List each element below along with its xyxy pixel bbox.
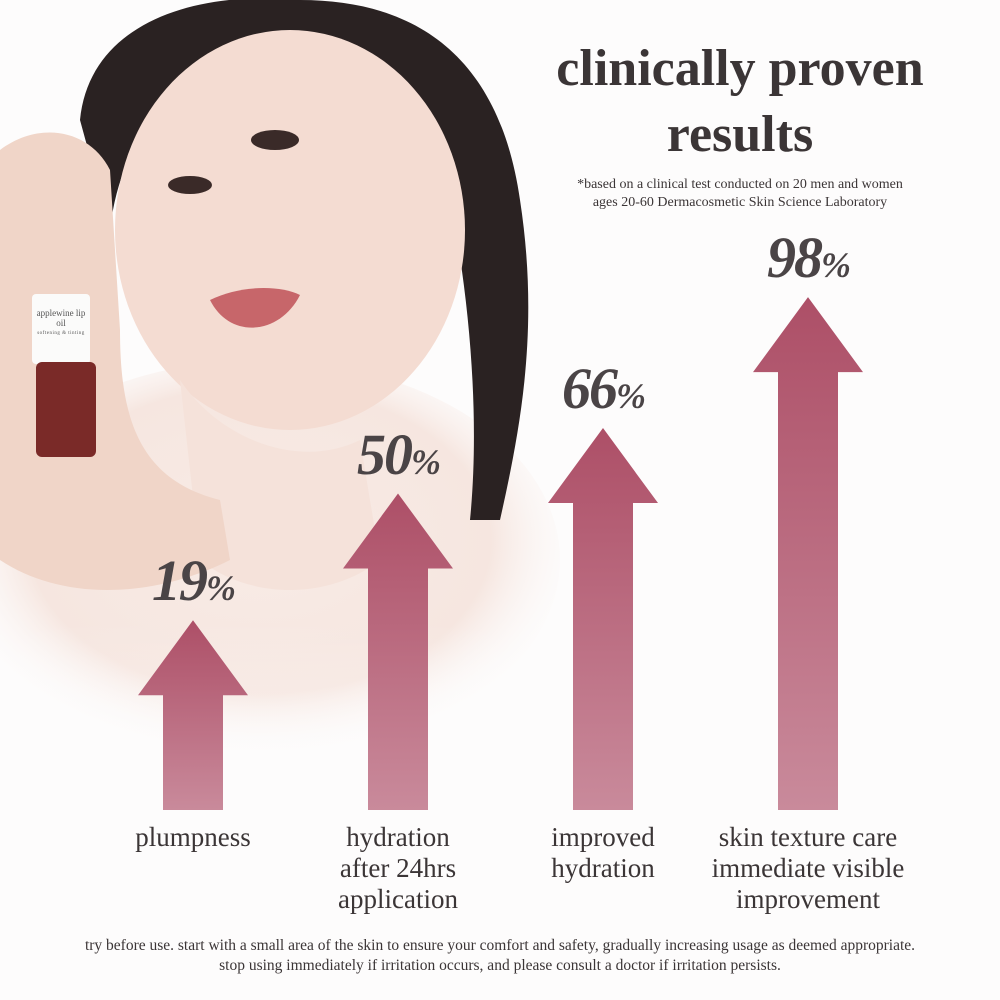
category-label: hydration after 24hrs application: [338, 822, 458, 914]
arrow-bar-4: [753, 297, 863, 810]
value-label: 50%: [318, 422, 478, 495]
category-label: skin texture care immediate visible impr…: [711, 822, 905, 914]
value-number: 98: [767, 225, 823, 291]
disclaimer-line-1: try before use. start with a small area …: [84, 937, 916, 954]
study-note: *based on a clinical test conducted on 2…: [490, 176, 990, 212]
disclaimer-line-2: stop using immediately if irritation occ…: [219, 957, 781, 974]
disclaimer: try before use. start with a small area …: [0, 936, 1000, 976]
study-note-line-2: ages 20-60 Dermacosmetic Skin Science La…: [592, 195, 888, 210]
value-number: 19: [152, 548, 208, 614]
value-label: 66%: [523, 356, 683, 429]
value-number: 66: [562, 356, 618, 422]
value-label: 98%: [728, 225, 888, 298]
product-bottle-label: applewine lip oil softening & tinting: [36, 308, 86, 337]
arrow-bar-1: [138, 620, 248, 810]
study-note-line-1: *based on a clinical test conducted on 2…: [577, 177, 903, 192]
category-label: plumpness: [135, 822, 251, 852]
title-line-1: clinically proven: [556, 40, 924, 97]
arrow-bar-2: [343, 493, 453, 810]
value-label: 19%: [113, 548, 273, 621]
value-unit: %: [616, 376, 646, 417]
product-label-name: applewine lip oil: [36, 308, 86, 328]
value-number: 50: [357, 421, 413, 487]
arrow-bar-3: [548, 428, 658, 810]
value-unit: %: [821, 245, 851, 286]
product-label-sub: softening & tinting: [37, 331, 85, 336]
title-line-2: results: [666, 106, 814, 163]
value-unit: %: [411, 441, 441, 482]
category-label: improved hydration: [551, 822, 655, 883]
value-unit: %: [206, 568, 236, 609]
